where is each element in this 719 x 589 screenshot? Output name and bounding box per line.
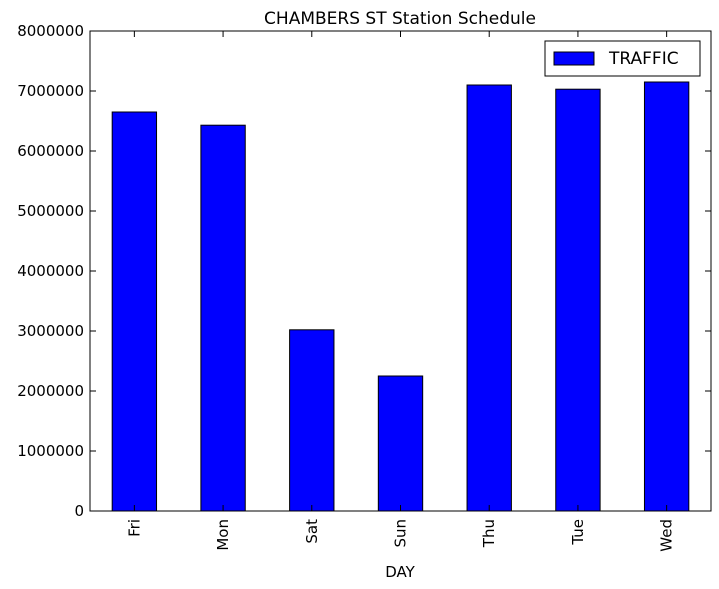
x-tick-label-thu: Thu — [480, 519, 498, 548]
legend-label-traffic: TRAFFIC — [608, 49, 679, 69]
x-tick-label-fri: Fri — [125, 519, 143, 537]
bar-wed — [643, 81, 690, 512]
bar-thu — [466, 84, 512, 512]
x-tick-label-sun: Sun — [392, 519, 410, 548]
x-tick-label-wed: Wed — [658, 519, 676, 552]
y-tick-label: 1000000 — [17, 442, 84, 460]
bar-sun — [377, 375, 424, 512]
y-tick-label: 8000000 — [17, 22, 84, 40]
bar-mon — [200, 124, 246, 512]
plot-area-frame — [89, 30, 712, 512]
legend: TRAFFIC — [544, 40, 701, 77]
x-tick-label-tue: Tue — [569, 519, 587, 546]
y-tick-label: 3000000 — [17, 322, 84, 340]
bar-fri — [111, 111, 158, 512]
x-tick-label-sat: Sat — [303, 519, 321, 544]
y-tick-label: 2000000 — [17, 382, 84, 400]
bar-sat — [289, 329, 335, 512]
y-tick-label: 5000000 — [17, 202, 84, 220]
y-tick-label: 4000000 — [17, 262, 84, 280]
y-tick-label: 6000000 — [17, 142, 84, 160]
x-tick-label-mon: Mon — [214, 519, 232, 551]
bar-tue — [555, 88, 601, 512]
y-tick-label: 7000000 — [17, 82, 84, 100]
legend-swatch — [553, 51, 595, 66]
x-axis-label: DAY — [385, 563, 415, 581]
y-tick-label: 0 — [74, 502, 84, 520]
y-axis: 0 1000000 2000000 3000000 4000000 5000000 6000… — [17, 22, 711, 520]
bars-group — [111, 81, 690, 512]
chart-title: CHAMBERS ST Station Schedule — [264, 9, 536, 29]
x-axis: Fri Mon Sat Sun Thu Tue Wed — [125, 31, 676, 552]
